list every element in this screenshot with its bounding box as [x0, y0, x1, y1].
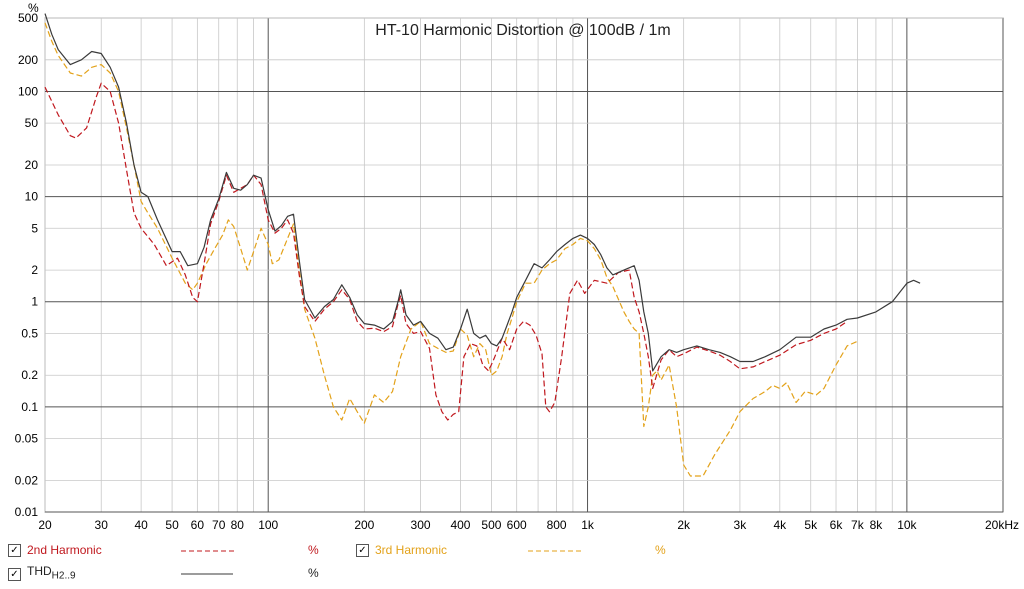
- legend-unit-3rd-harmonic: %: [655, 543, 666, 557]
- y-tick-label: 2: [31, 263, 38, 277]
- series-line-2nd-harmonic: [44, 82, 848, 421]
- y-tick-label: 0.01: [15, 505, 39, 519]
- distortion-chart: % HT-10 Harmonic Distortion @ 100dB / 1m…: [15, 1, 1019, 532]
- legend-item-3rd-harmonic[interactable]: ✓ 3rd Harmonic %: [356, 543, 676, 561]
- legend-label-thd-text: THD: [27, 564, 52, 578]
- chart-title: HT-10 Harmonic Distortion @ 100dB / 1m: [375, 22, 670, 39]
- x-tick-label: 800: [547, 518, 567, 532]
- x-tick-label: 20kHz: [985, 518, 1019, 532]
- x-tick-label: 7k: [851, 518, 865, 532]
- x-tick-label: 400: [450, 518, 470, 532]
- x-tick-label: 3k: [734, 518, 748, 532]
- legend-item-thd[interactable]: ✓ THDH2..9 %: [8, 564, 348, 584]
- legend-label-2nd-harmonic: 2nd Harmonic: [27, 543, 102, 557]
- x-tick-label: 4k: [773, 518, 787, 532]
- y-tick-label: 500: [18, 11, 38, 25]
- series-line-3rd-harmonic: [44, 22, 858, 477]
- x-tick-label: 2k: [677, 518, 691, 532]
- x-tick-label: 70: [212, 518, 226, 532]
- x-tick-label: 80: [231, 518, 245, 532]
- x-tick-label: 8k: [870, 518, 884, 532]
- y-tick-label: 200: [18, 53, 38, 67]
- y-tick-label: 20: [25, 158, 39, 172]
- x-tick-label: 40: [134, 518, 148, 532]
- x-tick-label: 6k: [830, 518, 844, 532]
- series-line-thd: [44, 13, 921, 372]
- x-tick-label: 20: [38, 518, 52, 532]
- x-tick-label: 30: [95, 518, 109, 532]
- legend-label-thd-sub: H2..9: [51, 570, 76, 582]
- x-tick-label: 5k: [804, 518, 818, 532]
- legend-swatch-3rd-harmonic: [528, 550, 583, 552]
- x-tick-label: 500: [481, 518, 501, 532]
- y-tick-label: 0.02: [15, 473, 39, 487]
- y-tick-label: 100: [18, 84, 38, 98]
- y-tick-label: 0.5: [21, 326, 38, 340]
- legend-label-thd: THDH2..9: [27, 564, 76, 581]
- y-tick-labels: 500 200 100 50 20 10 5 2 1 0.5 0.2 0.1 0.05 0.02 0.01: [15, 11, 39, 519]
- x-tick-label: 50: [165, 518, 179, 532]
- x-tick-label: 1k: [581, 518, 595, 532]
- legend-swatch-2nd-harmonic: [181, 550, 236, 552]
- x-tick-label: 100: [258, 518, 278, 532]
- x-tick-label: 60: [191, 518, 205, 532]
- legend-swatch-thd: [181, 573, 233, 575]
- checkbox-3rd-harmonic[interactable]: ✓: [356, 544, 369, 557]
- y-tick-label: 0.2: [21, 368, 38, 382]
- x-tick-label: 10k: [897, 518, 917, 532]
- legend-label-3rd-harmonic: 3rd Harmonic: [375, 543, 448, 557]
- legend-item-2nd-harmonic[interactable]: ✓ 2nd Harmonic %: [8, 543, 348, 561]
- x-tick-label: 200: [354, 518, 374, 532]
- y-tick-label: 10: [25, 190, 39, 204]
- checkbox-thd[interactable]: ✓: [8, 568, 21, 581]
- y-tick-label: 0.1: [21, 400, 38, 414]
- y-tick-label: 50: [25, 116, 39, 130]
- legend-unit-2nd-harmonic: %: [308, 543, 319, 557]
- y-tick-label: 5: [31, 221, 38, 235]
- legend-unit-thd: %: [308, 566, 319, 580]
- grid: [44, 17, 1004, 513]
- x-tick-label: 600: [507, 518, 527, 532]
- series-group: [44, 13, 921, 477]
- checkbox-2nd-harmonic[interactable]: ✓: [8, 544, 21, 557]
- plot-background: [44, 17, 1004, 513]
- x-tick-label: 300: [411, 518, 431, 532]
- y-axis-label: %: [28, 1, 39, 15]
- x-tick-labels: 20 30 40 50 60 70 80 100 200 300 400 500 600 800 1k 2k 3…: [38, 518, 1019, 532]
- y-tick-label: 1: [31, 295, 38, 309]
- y-tick-label: 0.05: [15, 432, 39, 446]
